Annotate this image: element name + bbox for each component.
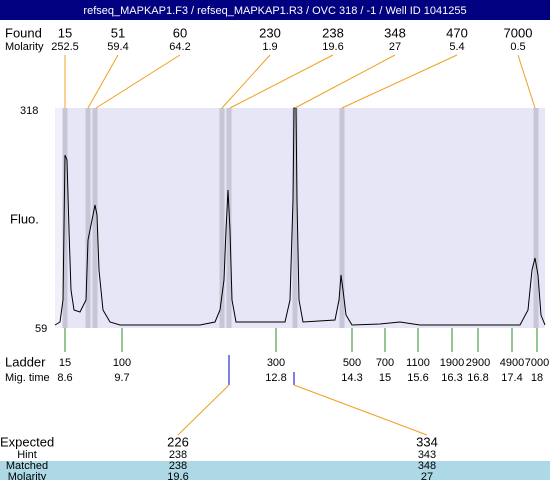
peak-band	[62, 108, 68, 328]
expected-row-label: Matched	[6, 460, 48, 472]
found-size: 348	[384, 25, 406, 40]
expected-row-label: Molarity	[8, 471, 47, 480]
expected-row-label: Hint	[17, 449, 37, 461]
expected-label: Expected	[0, 434, 54, 449]
found-connector	[221, 54, 271, 109]
expected-size: 226	[167, 434, 189, 449]
expected-connector	[177, 384, 230, 436]
ladder-mig-time: 15.6	[407, 372, 428, 384]
ladder-size: 1100	[406, 357, 430, 369]
found-size: 15	[58, 25, 72, 40]
ladder-size: 700	[376, 357, 394, 369]
plot-margin	[55, 108, 64, 328]
ladder-mig-time: 12.8	[265, 372, 286, 384]
found-molarity: 252.5	[51, 41, 79, 53]
found-connector	[517, 54, 536, 109]
ladder-mig-time: 8.6	[57, 372, 72, 384]
expected-row-value: 19.6	[167, 471, 188, 480]
found-molarity: 59.4	[107, 41, 128, 53]
ladder-mig-time: 17.4	[501, 372, 522, 384]
molarity-label: Molarity	[5, 41, 44, 53]
peak-band	[292, 108, 298, 328]
ladder-size: 15	[59, 357, 71, 369]
ladder-mig-time: 16.3	[441, 372, 462, 384]
ladder-label: Ladder	[5, 354, 46, 369]
found-connector	[95, 54, 181, 109]
y-axis-label: Fluo.	[10, 211, 39, 226]
found-size: 238	[322, 25, 344, 40]
fluorescence-trace	[54, 107, 546, 326]
ladder-size: 300	[267, 357, 285, 369]
plot-area	[55, 108, 545, 328]
expected-row-value: 238	[169, 460, 187, 472]
found-molarity: 5.4	[449, 41, 464, 53]
ladder-size: 2900	[466, 357, 490, 369]
mig-time-label: Mig. time	[5, 372, 50, 384]
ladder-size: 500	[343, 357, 361, 369]
ladder-mig-time: 14.3	[341, 372, 362, 384]
title-bar	[0, 0, 550, 20]
ladder-mig-time: 18	[531, 372, 543, 384]
found-connector	[229, 54, 334, 109]
found-label: Found	[5, 25, 42, 40]
ladder-size: 4900	[500, 357, 524, 369]
found-molarity: 27	[389, 41, 401, 53]
expected-connector	[293, 384, 428, 436]
expected-size: 334	[416, 434, 438, 449]
found-size: 470	[446, 25, 468, 40]
y-bottom-label: 59	[35, 323, 47, 335]
found-molarity: 0.5	[510, 41, 525, 53]
expected-row-value: 27	[421, 471, 433, 480]
found-size: 230	[259, 25, 281, 40]
peak-band	[339, 108, 345, 328]
title: refseq_MAPKAP1.F3 / refseq_MAPKAP1.R3 / …	[83, 5, 466, 17]
y-top-label: 318	[20, 105, 38, 117]
peak-band	[92, 108, 98, 328]
found-connector	[294, 54, 396, 109]
found-connector	[87, 54, 119, 109]
expected-row-value: 238	[169, 449, 187, 461]
ladder-mig-time: 16.8	[467, 372, 488, 384]
ladder-size: 1900	[440, 357, 464, 369]
expected-row-value: 348	[418, 460, 436, 472]
peak-band	[219, 108, 225, 328]
found-molarity: 19.6	[322, 41, 343, 53]
peak-band	[533, 108, 539, 328]
peak-band	[85, 108, 91, 328]
ladder-size: 100	[113, 357, 131, 369]
ladder-mig-time: 15	[379, 372, 391, 384]
found-size: 7000	[504, 25, 533, 40]
expected-row-value: 343	[418, 449, 436, 461]
ladder-mig-time: 9.7	[114, 372, 129, 384]
found-molarity: 1.9	[262, 41, 277, 53]
ladder-size: 7000	[525, 357, 549, 369]
found-size: 60	[173, 25, 187, 40]
found-connector	[341, 54, 458, 109]
dynamic-content: 15252.55159.46064.22301.923819.634827470…	[6, 25, 549, 480]
matched-highlight	[0, 461, 550, 480]
found-molarity: 64.2	[169, 41, 190, 53]
found-size: 51	[111, 25, 125, 40]
